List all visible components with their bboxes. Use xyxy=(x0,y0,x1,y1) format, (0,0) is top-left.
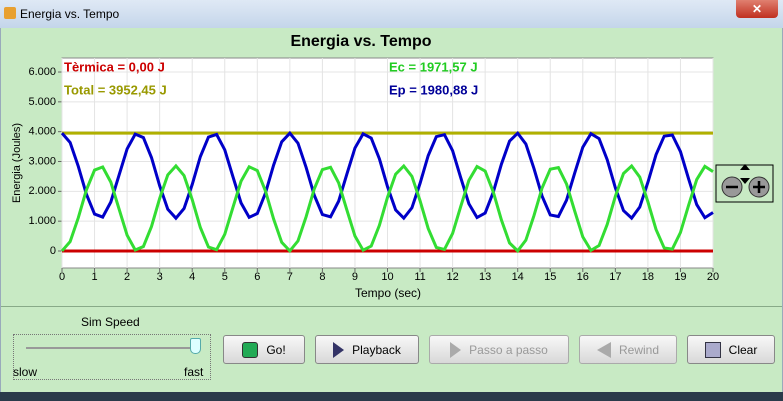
x-tick-label: 12 xyxy=(446,271,458,283)
y-axis-label: Energia (Joules) xyxy=(11,123,23,203)
slider-min-label: slow xyxy=(13,365,38,379)
y-tick-label: 1.000 xyxy=(28,215,56,227)
chart: Energia vs. Tempo Tempo (sec) Energia (J… xyxy=(11,33,774,300)
x-tick-label: 18 xyxy=(642,271,654,283)
x-tick-label: 16 xyxy=(577,271,589,283)
x-tick-label: 11 xyxy=(414,271,425,283)
x-tick-label: 2 xyxy=(124,271,130,283)
close-button[interactable]: ✕ xyxy=(736,0,778,18)
speed-slider[interactable] xyxy=(13,334,211,380)
x-tick-label: 14 xyxy=(512,271,524,283)
series-line xyxy=(60,163,714,254)
y-tick-label: 2.000 xyxy=(28,185,56,197)
x-tick-label: 9 xyxy=(352,271,358,283)
slider-track xyxy=(26,347,196,349)
y-tick-label: 6.000 xyxy=(28,66,56,78)
annotation: Total = 3952,45 J xyxy=(64,82,167,97)
rewind-button[interactable]: Rewind xyxy=(579,335,677,364)
x-tick-label: 3 xyxy=(157,271,163,283)
button-label: Clear xyxy=(728,342,758,357)
annotation: Ec = 1971,57 J xyxy=(389,59,478,74)
x-tick-label: 0 xyxy=(59,271,65,283)
zoom-symbols xyxy=(726,181,765,193)
step-button[interactable]: Passo a passo xyxy=(429,335,569,364)
x-tick-label: 17 xyxy=(609,271,621,283)
annotation: Tèrmica = 0,00 J xyxy=(64,59,165,74)
clear-button[interactable]: Clear xyxy=(687,335,775,364)
x-tick-label: 5 xyxy=(222,271,228,283)
window-title: Energia vs. Tempo xyxy=(20,7,120,21)
slider-label: Sim Speed xyxy=(81,315,140,329)
y-tick-label: 4.000 xyxy=(28,126,56,138)
x-tick-label: 10 xyxy=(381,271,393,283)
x-tick-label: 4 xyxy=(189,271,195,283)
x-tick-label: 19 xyxy=(674,271,686,283)
button-label: Rewind xyxy=(618,342,660,357)
y-tick-label: 5.000 xyxy=(28,96,56,108)
x-tick-label: 13 xyxy=(479,271,491,283)
x-axis-label: Tempo (sec) xyxy=(355,286,421,300)
y-tick-label: 0 xyxy=(50,245,56,257)
x-tick-label: 8 xyxy=(319,271,325,283)
slider-max-label: fast xyxy=(184,365,204,379)
zoom-arrows[interactable] xyxy=(740,164,750,184)
separator xyxy=(1,306,782,307)
y-tick-label: 3.000 xyxy=(28,155,56,167)
zoom-control[interactable] xyxy=(715,164,774,203)
title-bar: Energia vs. Tempo ✕ xyxy=(0,0,783,28)
playback-button[interactable]: Playback xyxy=(315,335,419,364)
annotation: Ep = 1980,88 J xyxy=(389,82,478,97)
button-label: Passo a passo xyxy=(469,342,548,357)
app-icon xyxy=(4,7,16,19)
chart-title: Energia vs. Tempo xyxy=(290,33,431,50)
slider-knob[interactable] xyxy=(190,338,201,354)
x-tick-label: 20 xyxy=(707,271,719,283)
x-tick-label: 15 xyxy=(544,271,556,283)
x-tick-label: 7 xyxy=(287,271,293,283)
x-tick-label: 1 xyxy=(91,271,97,283)
series-line xyxy=(60,130,714,221)
go-button[interactable]: Go! xyxy=(223,335,305,364)
button-label: Playback xyxy=(352,342,401,357)
x-tick-label: 6 xyxy=(254,271,260,283)
button-label: Go! xyxy=(266,342,286,357)
